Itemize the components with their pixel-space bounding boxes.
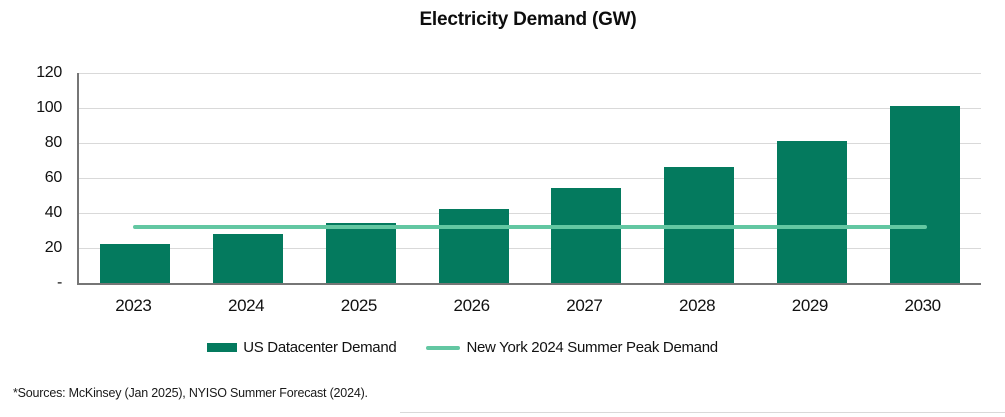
y-axis-labels: 120 100 80 60 40 20 - [0,64,63,291]
y-tick-20: 20 [44,239,63,256]
y-tick-40: 40 [44,204,63,221]
gridline-20 [79,248,981,249]
gridline-120 [79,73,981,74]
line-series-swatch [426,345,461,350]
y-tick--: - [56,274,62,291]
x-tick-2030: 2030 [904,296,942,315]
legend-label-datacenter-demand: US Datacenter Demand [243,339,397,356]
bar-2030 [889,106,960,283]
source-note: *Sources: McKinsey (Jan 2025), NYISO Sum… [13,386,368,400]
x-tick-2027: 2027 [566,296,603,315]
x-tick-2023: 2023 [115,296,152,315]
x-tick-2024: 2024 [228,296,265,315]
x-tick-2028: 2028 [679,296,716,315]
x-tick-2026: 2026 [453,296,491,315]
gridline-60 [79,178,981,179]
legend: US Datacenter Demand New York 2024 Summe… [0,339,965,356]
x-tick-2029: 2029 [791,296,829,315]
legend-item-ny-peak-demand: New York 2024 Summer Peak Demand [426,339,718,356]
y-tick-100: 100 [36,99,62,116]
bar-2024 [213,234,284,283]
legend-item-datacenter-demand: US Datacenter Demand [207,339,397,356]
legend-label-ny-peak-demand: New York 2024 Summer Peak Demand [466,339,718,356]
x-tick-2025: 2025 [340,296,378,315]
bar-2029 [776,141,847,283]
bottom-divider [400,412,1005,413]
bar-2026 [438,209,509,283]
bar-series-swatch [207,343,238,352]
y-tick-80: 80 [44,134,63,151]
gridline-80 [79,143,981,144]
chart-title: Electricity Demand (GW) [419,9,637,30]
gridline-40 [79,213,981,214]
plot-area [77,73,981,285]
bar-2025 [325,223,396,283]
bar-2027 [551,188,622,283]
gridline-100 [79,108,981,109]
y-tick-60: 60 [44,169,63,186]
x-axis-labels: 2023 2024 2025 2026 2027 2028 2029 2030 [77,296,979,316]
bar-2023 [100,244,171,283]
y-tick-120: 120 [36,64,62,81]
ny-peak-demand-line [133,225,927,229]
